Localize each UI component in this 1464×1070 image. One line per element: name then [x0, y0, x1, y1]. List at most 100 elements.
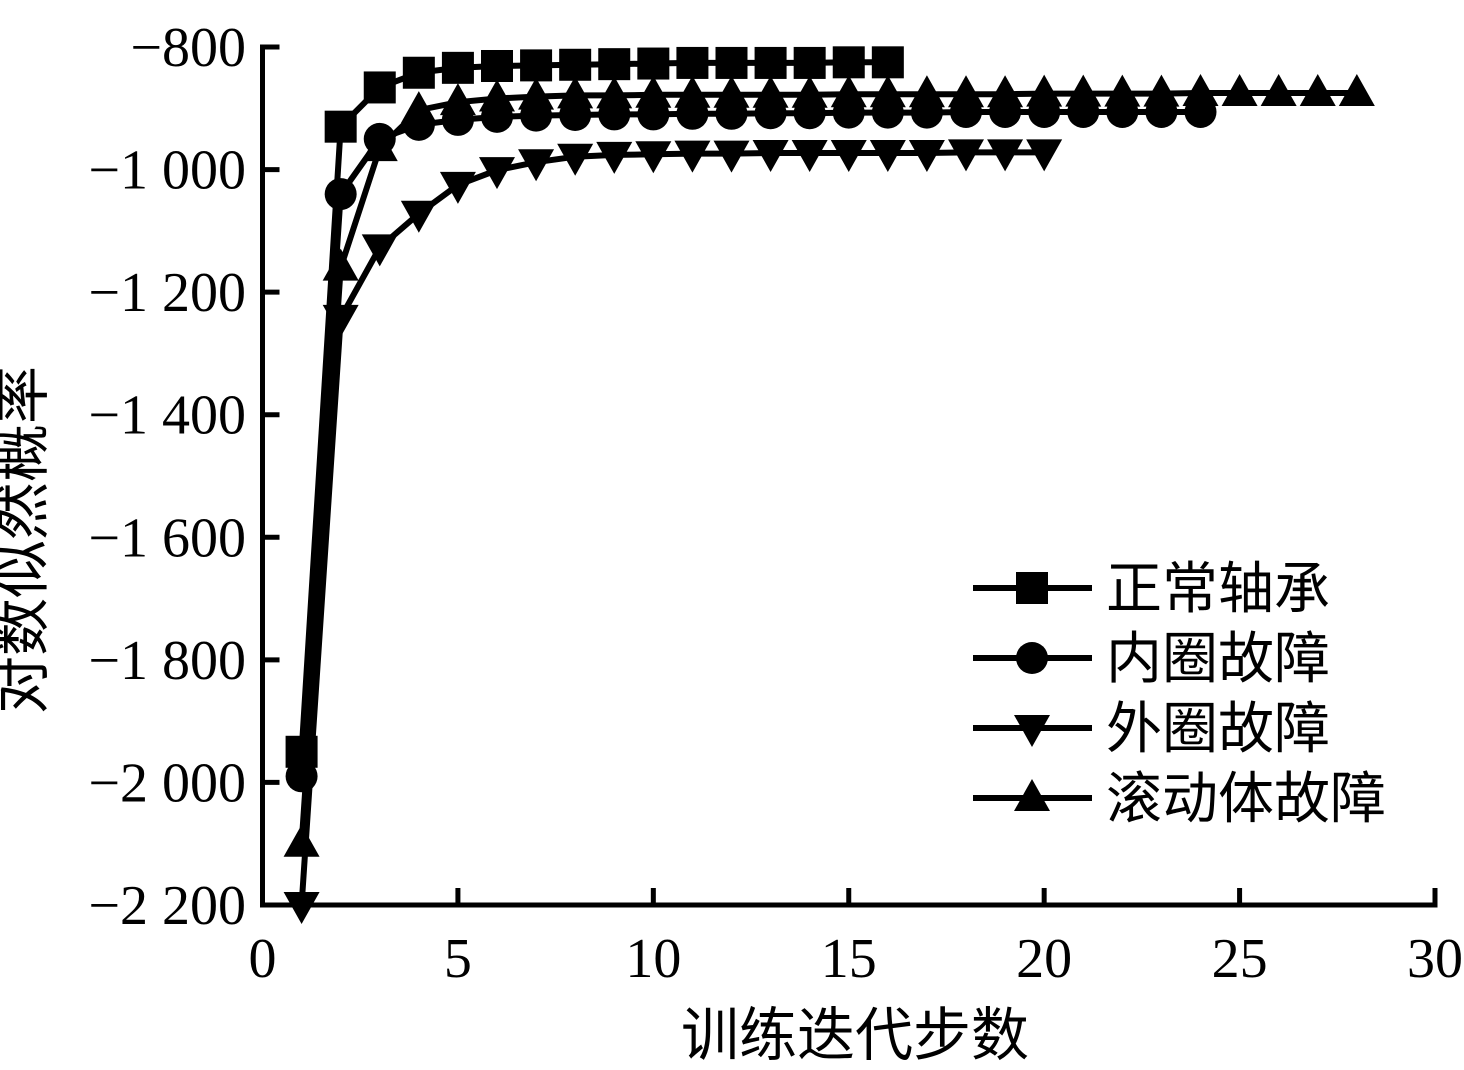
- marker-outer-race-fault: [713, 140, 750, 173]
- marker-rolling-element-fault: [713, 75, 750, 108]
- legend-item-rolling-element-fault: 滚动体故障: [973, 769, 1386, 831]
- marker-outer-race-fault: [439, 171, 476, 204]
- marker-normal-bearing: [363, 71, 396, 104]
- y-tick-label: −2 200: [88, 875, 246, 937]
- marker-rolling-element-fault: [518, 77, 555, 110]
- legend-item-outer-race-fault: 外圈故障: [973, 699, 1330, 761]
- marker-outer-race-fault: [869, 140, 906, 173]
- marker-rolling-element-fault: [1104, 74, 1141, 107]
- marker-rolling-element-fault: [791, 75, 828, 108]
- marker-normal-bearing: [598, 48, 631, 81]
- series-line-inner-race-fault: [298, 109, 1201, 777]
- marker-rolling-element-fault: [1338, 73, 1375, 106]
- legend-marker-outer-race-fault: [1014, 715, 1050, 747]
- series-rolling-element-fault: [283, 73, 1375, 857]
- legend-marker-normal-bearing: [1016, 572, 1048, 604]
- marker-rolling-element-fault: [674, 75, 711, 108]
- marker-rolling-element-fault: [1065, 74, 1102, 107]
- legend-label-normal-bearing: 正常轴承: [1106, 559, 1330, 621]
- marker-outer-race-fault: [908, 140, 945, 173]
- marker-rolling-element-fault: [557, 76, 594, 109]
- x-tick-label: 20: [1016, 928, 1072, 990]
- marker-normal-bearing: [832, 46, 865, 79]
- y-tick-label: −1 400: [88, 385, 246, 447]
- marker-rolling-element-fault: [1260, 73, 1297, 106]
- plot-area: 0 5 10 15 20 25 30 −800 −1 000 −1 200 −1 400 −1 600…: [88, 17, 1463, 990]
- marker-outer-race-fault: [518, 149, 555, 182]
- marker-rolling-element-fault: [479, 79, 515, 112]
- x-tick-label: 25: [1212, 928, 1268, 990]
- series-line-normal-bearing: [298, 59, 888, 752]
- x-tick-label: 0: [249, 928, 277, 990]
- x-tick-label: 30: [1407, 928, 1463, 990]
- marker-rolling-element-fault: [322, 248, 359, 281]
- marker-rolling-element-fault: [908, 75, 945, 108]
- y-tick-label: −800: [130, 17, 246, 79]
- marker-normal-bearing: [754, 46, 787, 79]
- marker-rolling-element-fault: [987, 75, 1024, 108]
- marker-rolling-element-fault: [596, 76, 633, 109]
- marker-outer-race-fault: [674, 140, 711, 173]
- series-normal-bearing: [285, 46, 904, 768]
- marker-normal-bearing: [402, 56, 435, 89]
- legend-marker-rolling-element-fault: [1014, 779, 1050, 811]
- marker-outer-race-fault: [635, 141, 672, 174]
- y-tick-label: −2 000: [88, 752, 246, 814]
- marker-rolling-element-fault: [948, 75, 984, 108]
- marker-outer-race-fault: [830, 140, 867, 173]
- marker-normal-bearing: [715, 46, 748, 79]
- y-axis-title: 对数似然概率: [0, 366, 55, 714]
- marker-rolling-element-fault: [752, 75, 789, 108]
- marker-normal-bearing: [324, 110, 357, 143]
- marker-normal-bearing: [676, 46, 709, 79]
- marker-normal-bearing: [637, 47, 670, 80]
- x-tick-label: 10: [625, 928, 681, 990]
- marker-normal-bearing: [871, 46, 904, 79]
- marker-outer-race-fault: [283, 892, 320, 924]
- marker-outer-race-fault: [791, 140, 828, 173]
- legend-label-inner-race-fault: 内圈故障: [1106, 629, 1330, 691]
- marker-outer-race-fault: [557, 143, 594, 176]
- marker-normal-bearing: [793, 46, 826, 79]
- marker-rolling-element-fault: [635, 75, 672, 108]
- y-tick-label: −1 000: [88, 140, 246, 202]
- marker-normal-bearing: [559, 48, 592, 81]
- marker-rolling-element-fault: [283, 824, 320, 857]
- marker-rolling-element-fault: [400, 91, 437, 124]
- x-tick-label: 15: [821, 928, 877, 990]
- marker-normal-bearing: [520, 49, 553, 82]
- marker-outer-race-fault: [479, 157, 515, 190]
- marker-outer-race-fault: [322, 304, 359, 337]
- legend-item-normal-bearing: 正常轴承: [973, 559, 1330, 621]
- legend-item-inner-race-fault: 内圈故障: [973, 629, 1330, 691]
- series-inner-race-fault: [285, 95, 1217, 793]
- marker-rolling-element-fault: [361, 129, 398, 162]
- series-outer-race-fault: [283, 139, 1063, 924]
- marker-outer-race-fault: [948, 139, 984, 172]
- marker-rolling-element-fault: [869, 75, 906, 108]
- marker-outer-race-fault: [361, 234, 398, 267]
- marker-normal-bearing: [481, 49, 513, 82]
- marker-rolling-element-fault: [830, 75, 867, 108]
- marker-outer-race-fault: [400, 200, 437, 233]
- series-line-outer-race-fault: [298, 149, 1045, 906]
- marker-rolling-element-fault: [1143, 74, 1180, 107]
- marker-outer-race-fault: [1026, 139, 1063, 172]
- legend-label-outer-race-fault: 外圈故障: [1106, 699, 1330, 761]
- x-axis-title: 训练迭代步数: [681, 1003, 1029, 1068]
- marker-rolling-element-fault: [1221, 73, 1258, 106]
- y-tick-label: −1 600: [88, 507, 246, 569]
- marker-rolling-element-fault: [1299, 73, 1336, 106]
- legend-marker-inner-race-fault: [1016, 642, 1048, 674]
- y-tick-label: −1 800: [88, 630, 246, 692]
- marker-outer-race-fault: [596, 141, 633, 174]
- marker-rolling-element-fault: [1182, 73, 1219, 106]
- marker-inner-race-fault: [324, 178, 357, 211]
- series-line-rolling-element-fault: [298, 90, 1357, 844]
- marker-outer-race-fault: [752, 140, 789, 173]
- legend-label-rolling-element-fault: 滚动体故障: [1106, 769, 1386, 831]
- x-tick-label: 5: [444, 928, 472, 990]
